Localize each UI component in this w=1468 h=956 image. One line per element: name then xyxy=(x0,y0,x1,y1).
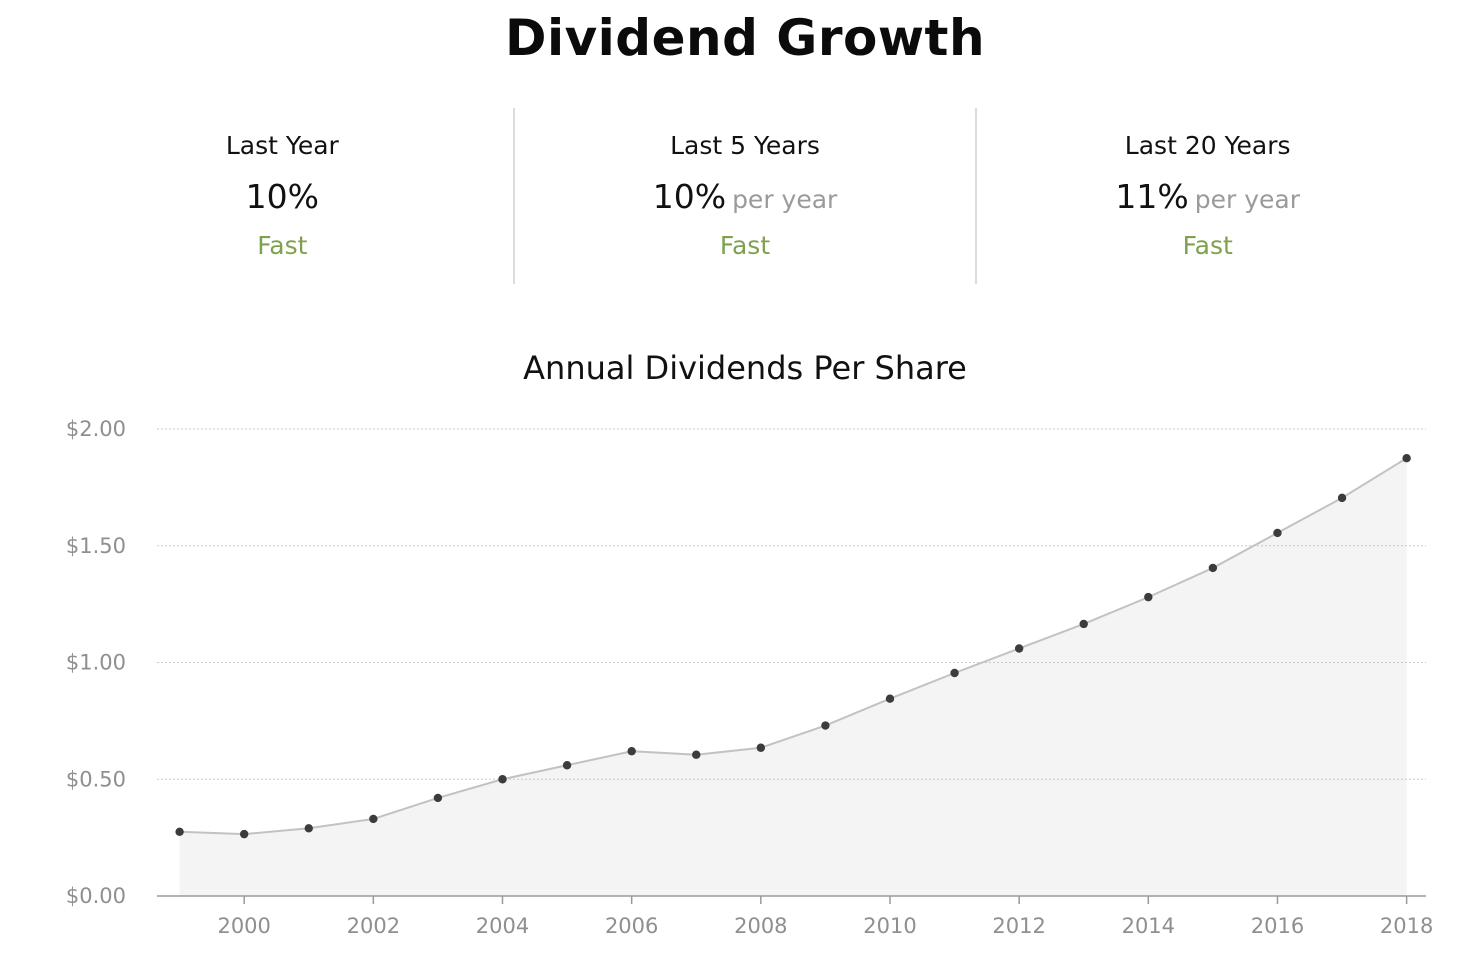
data-point xyxy=(1273,528,1282,538)
chart-title: Annual Dividends Per Share xyxy=(523,349,967,387)
data-point xyxy=(1014,644,1024,653)
x-tick-label: 2006 xyxy=(605,914,658,938)
data-point xyxy=(627,747,636,756)
data-point xyxy=(304,824,313,833)
stat-last-5-years: Last 5 Years 10% per year Fast xyxy=(512,108,976,284)
x-tick-label: 2000 xyxy=(217,914,270,938)
y-tick-label: $0.00 xyxy=(66,884,126,908)
data-point xyxy=(1337,493,1347,503)
x-tick-label: 2010 xyxy=(863,914,916,938)
stat-label: Last 5 Years xyxy=(670,131,820,160)
stat-rating: Fast xyxy=(1182,231,1233,260)
x-tick-label: 2012 xyxy=(992,914,1045,938)
data-point xyxy=(562,761,572,770)
data-point xyxy=(1144,592,1153,602)
stat-label: Last 20 Years xyxy=(1124,131,1291,160)
stat-suffix: per year xyxy=(732,185,838,214)
data-point xyxy=(1079,619,1088,629)
data-point xyxy=(239,829,249,839)
stat-suffix: per year xyxy=(1194,185,1300,214)
stat-value-row: 10% xyxy=(52,176,513,224)
data-point xyxy=(175,827,184,836)
x-tick-label: 2002 xyxy=(347,914,400,938)
data-point xyxy=(821,721,830,730)
area-fill xyxy=(179,458,1407,896)
data-point xyxy=(369,814,378,824)
x-tick-label: 2004 xyxy=(476,914,529,938)
stat-last-year: Last Year 10% Fast xyxy=(52,108,513,284)
growth-stats: Last Year 10% Fast Last 5 Years 10% per y… xyxy=(52,108,1438,284)
data-point xyxy=(498,775,507,784)
data-point xyxy=(885,694,895,703)
stat-rating: Fast xyxy=(257,231,308,260)
y-tick-label: $1.00 xyxy=(66,651,126,675)
stat-value-row: 10% per year xyxy=(515,176,976,224)
stat-label: Last Year xyxy=(225,131,339,160)
stat-value-row: 11% per year xyxy=(977,176,1438,224)
stat-value: 11% xyxy=(1115,177,1189,216)
stat-rating: Fast xyxy=(719,231,771,260)
data-point xyxy=(1208,563,1218,573)
y-tick-label: $1.50 xyxy=(66,534,126,558)
data-point xyxy=(756,743,766,752)
y-tick-label: $0.50 xyxy=(66,767,126,791)
x-tick-label: 2018 xyxy=(1380,914,1433,938)
data-point xyxy=(950,668,959,678)
x-tick-label: 2014 xyxy=(1122,914,1175,938)
x-tick-label: 2008 xyxy=(734,914,787,938)
series-line xyxy=(179,457,1408,836)
data-point xyxy=(1402,453,1411,463)
stat-value: 10% xyxy=(245,177,320,216)
x-tick-label: 2016 xyxy=(1251,914,1304,938)
page-title: Dividend Growth xyxy=(504,9,986,67)
stat-value: 10% xyxy=(652,177,727,216)
data-point xyxy=(433,793,443,803)
stat-last-20-years: Last 20 Years 11% per year Fast xyxy=(975,108,1438,284)
y-tick-label: $2.00 xyxy=(66,417,126,441)
data-point xyxy=(692,750,701,759)
